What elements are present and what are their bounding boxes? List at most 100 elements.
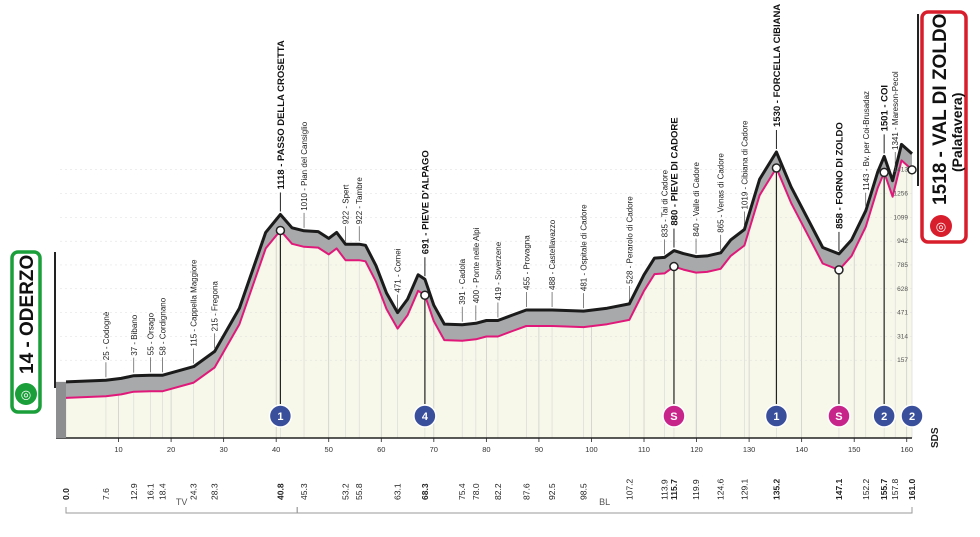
x-tick-label: 130: [743, 445, 756, 454]
x-tick-label: 50: [325, 445, 333, 454]
climb-badge-label: S: [670, 411, 677, 423]
waypoint-label: 1341 - Mareson-Pecol: [891, 71, 900, 150]
finish-bike-icon: [930, 215, 952, 237]
waypoint-label: 1019 - Cibiana di Cadore: [740, 120, 749, 209]
climb-label: 1501 - COI: [880, 85, 891, 131]
km-point-label: 68.3: [420, 483, 430, 500]
finish-sublabel: (Palafavera): [949, 93, 965, 172]
x-tick-label: 60: [377, 445, 385, 454]
climb-badge-label: 4: [422, 411, 429, 423]
km-point-label: 113.9: [660, 479, 670, 500]
km-point-label: 53.2: [341, 483, 351, 500]
y-tick-label: 314: [897, 333, 908, 340]
x-tick-label: 10: [114, 445, 122, 454]
climb-label: 691 - PIEVE D'ALPAGO: [420, 150, 431, 254]
waypoint-label: 25 - Codognè: [102, 311, 111, 360]
km-point-label: 135.2: [771, 478, 781, 500]
province-label: TV: [176, 497, 188, 507]
x-tick-label: 20: [167, 445, 175, 454]
climb-badge-label: 2: [881, 411, 887, 423]
finish-flag: [920, 10, 968, 244]
km-point-label: 18.4: [158, 483, 168, 500]
waypoint-label: 400 - Ponte nelle Alpi: [472, 227, 481, 303]
y-tick-label: 785: [897, 262, 908, 269]
climb-badge-label: 1: [277, 411, 283, 423]
y-tick-label: 1099: [894, 214, 909, 221]
waypoint-label: 37 - Bibano: [130, 314, 139, 355]
profile-fill: [66, 144, 912, 438]
km-point-label: 87.6: [521, 483, 531, 500]
climb-point: [771, 163, 782, 173]
province-bracket: [296, 507, 913, 514]
x-tick-label: 160: [900, 445, 913, 454]
km-point-label: 129.1: [739, 478, 749, 500]
climb-label: 858 - FORNO DI ZOLDO: [835, 122, 846, 229]
climb-label: 1530 - FORCELLA CIBIANA: [772, 4, 783, 127]
km-point-label: 7.6: [101, 488, 111, 500]
waypoint-label: 922 - Spert: [342, 184, 351, 224]
x-tick-label: 110: [638, 445, 650, 454]
waypoint-label: 835 - Tai di Cadore: [661, 169, 670, 237]
waypoint-label: 865 - Venas di Cadore: [717, 153, 726, 233]
x-tick-label: 70: [430, 445, 438, 454]
km-point-label: 12.9: [129, 483, 139, 500]
waypoint-label: 481 - Ospitale di Cadore: [580, 204, 589, 291]
x-tick-label: 90: [535, 445, 543, 454]
km-point-label: 28.3: [210, 483, 220, 500]
km-point-label: 157.8: [890, 478, 900, 500]
km-point-label: 155.7: [879, 478, 889, 500]
start-bike-glyph: ◎: [21, 388, 31, 402]
x-tick-label: 150: [848, 445, 861, 454]
waypoint-label: 471 - Cornei: [394, 248, 403, 292]
waypoint-label: 1010 - Pian del Cansiglio: [300, 121, 309, 210]
km-point-label: 55.8: [354, 483, 364, 500]
climb-badge-icon: [662, 404, 686, 428]
climb-badge-icon: [413, 404, 437, 428]
profile-top-line: [65, 142, 914, 384]
climb-badge-label: S: [835, 411, 842, 423]
waypoint-label: 528 - Perarolo di Cadore: [625, 196, 634, 284]
y-tick-label: 471: [897, 310, 908, 317]
waypoint-label: 455 - Provagna: [522, 235, 531, 290]
km-point-label: 119.9: [691, 479, 701, 500]
waypoint-label: 840 - Valle di Cadore: [692, 161, 701, 236]
finish-label: 1518 - VAL DI ZOLDO: [930, 14, 951, 205]
y-tick-label: 1256: [894, 191, 909, 198]
province-label: BL: [599, 497, 610, 507]
climb-label: 1118 - PASSO DELLA CROSETTA: [276, 40, 287, 189]
km-point-label: 45.3: [299, 483, 309, 500]
x-tick-label: 30: [219, 445, 227, 454]
x-tick-label: 80: [482, 445, 490, 454]
km-point-label: 98.5: [579, 483, 589, 500]
km-point-label: 24.3: [189, 483, 199, 500]
climb-point: [669, 261, 679, 272]
finish-point: [907, 165, 917, 175]
km-point-label: 0.0: [61, 488, 71, 500]
waypoint-label: 488 - Castellavazzo: [548, 219, 557, 290]
climb-point: [420, 290, 430, 300]
climb-point: [834, 265, 844, 275]
km-point-label: 124.6: [716, 478, 726, 500]
x-tick-label: 120: [690, 445, 703, 454]
km-point-label: 152.2: [861, 478, 871, 500]
x-tick-label: 100: [585, 445, 598, 454]
start-flag: [10, 250, 42, 414]
km-point-label: 147.1: [834, 478, 844, 500]
climb-label: 880 - PIEVE DI CADORE: [670, 117, 681, 225]
waypoint-label: 115 - Cappella Maggiore: [190, 259, 199, 347]
climb-badge-label: 1: [773, 411, 779, 423]
climb-badge-icon: [872, 404, 896, 428]
km-point-label: 92.5: [547, 483, 557, 500]
y-tick-label: 628: [897, 286, 908, 293]
finish-badge-icon: [900, 404, 924, 428]
waypoint-label: 922 - Tambre: [355, 177, 364, 225]
km-point-label: 63.1: [393, 483, 403, 500]
km-point-label: 78.0: [471, 483, 481, 500]
x-tick-label: 40: [272, 445, 280, 454]
finish-bike-glyph: ◎: [936, 220, 946, 234]
waypoint-label: 1143 - Bv. per Coi-Brusadaz: [862, 91, 871, 191]
climb-point: [275, 225, 286, 236]
waypoint-label: 391 - Cadola: [458, 258, 467, 304]
km-point-label: 161.0: [907, 478, 917, 500]
